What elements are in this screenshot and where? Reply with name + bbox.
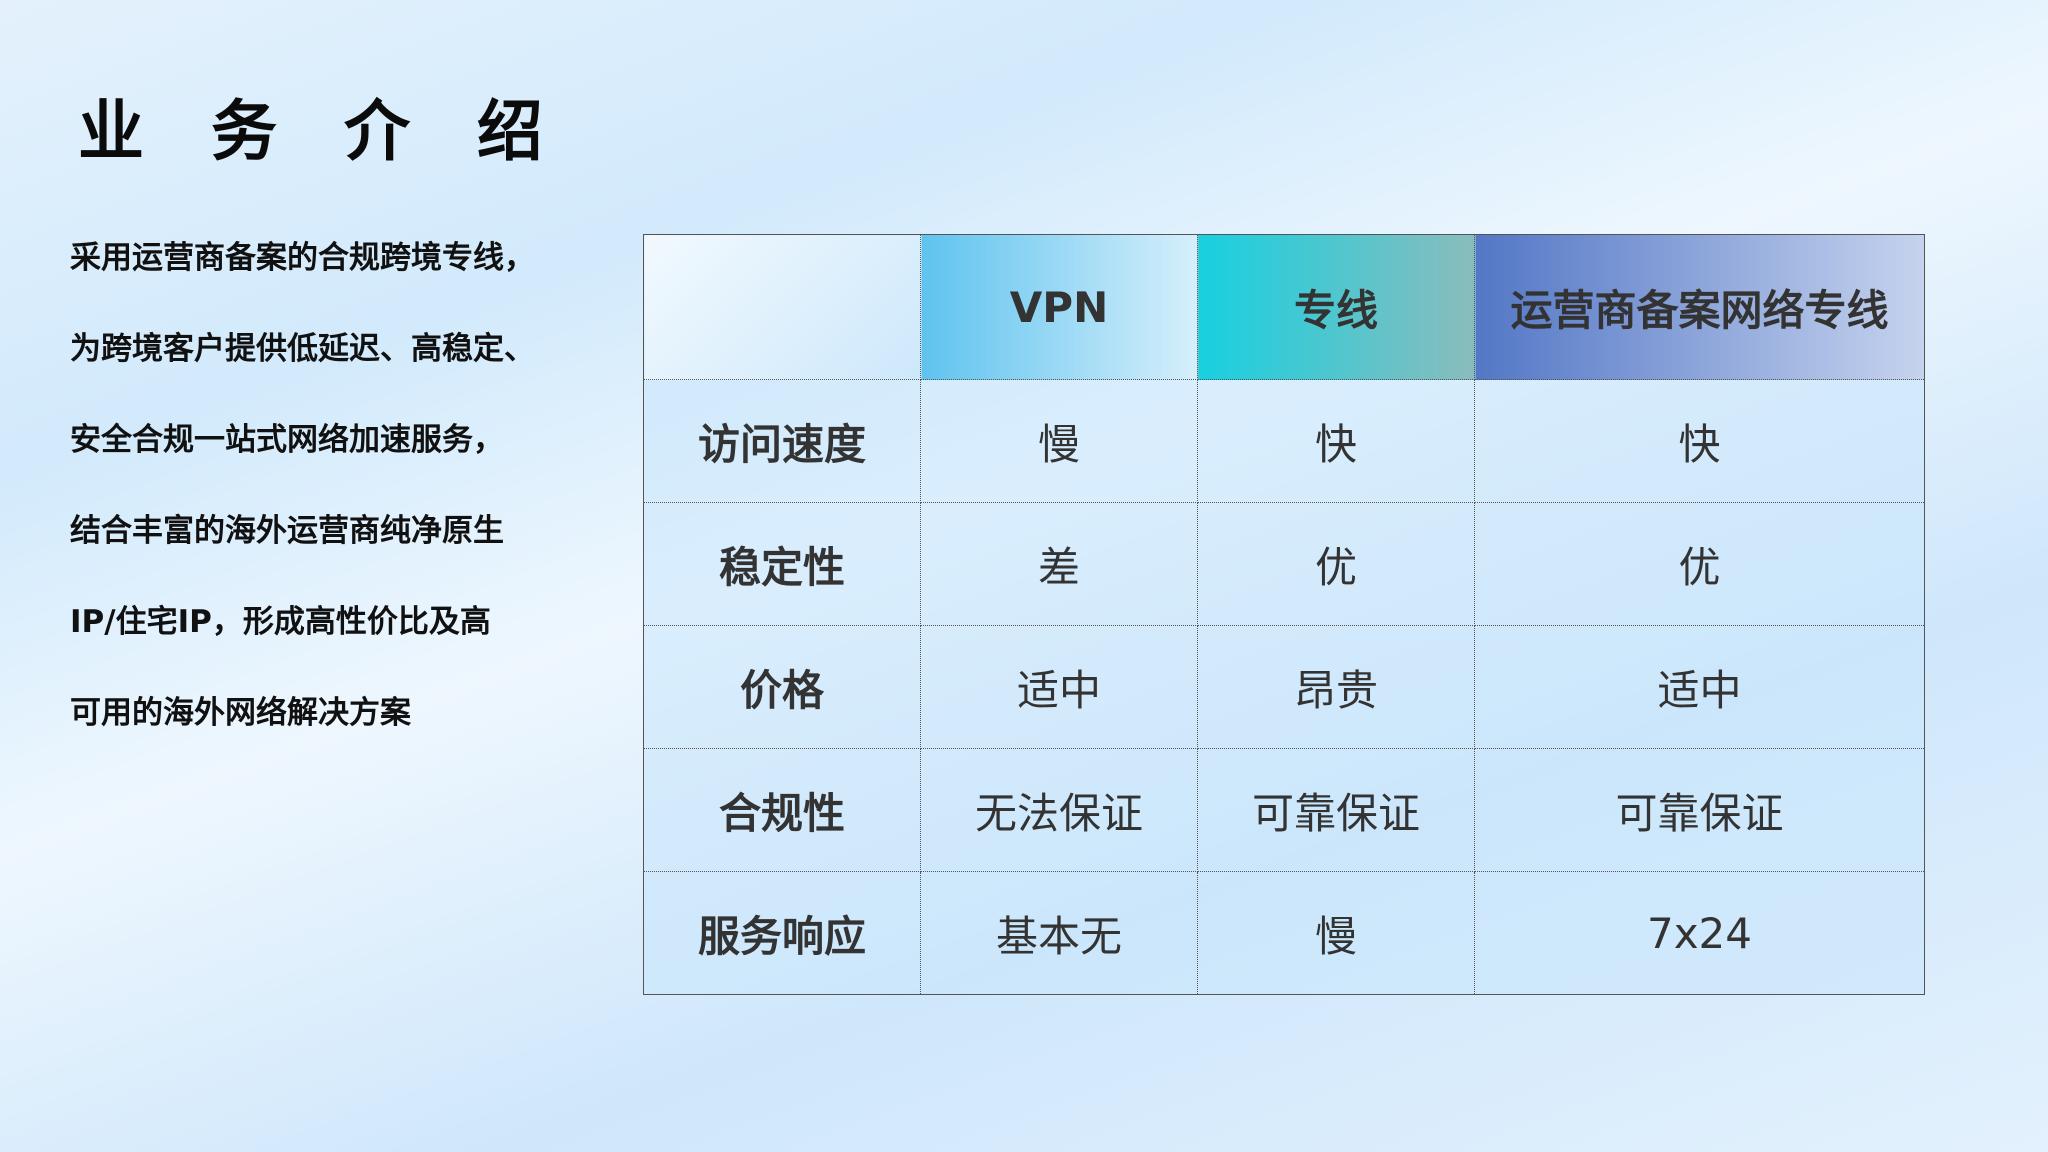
page-title: 业 务 介 绍 (78, 93, 565, 170)
row-label: 合规性 (643, 748, 921, 872)
description-line: 安全合规一站式网络加速服务， (70, 422, 504, 458)
table-cell: 适中 (1474, 625, 1925, 749)
row-label: 访问速度 (643, 379, 921, 503)
header-cell-dedicated-line: 专线 (1197, 234, 1475, 380)
table-cell: 适中 (920, 625, 1198, 749)
table-row: 稳定性差优优 (643, 502, 1925, 626)
table-cell: 快 (1474, 379, 1925, 503)
description-line: 可用的海外网络解决方案 (70, 695, 411, 731)
table-row: 服务响应 基本无慢 7x24 (643, 871, 1925, 995)
table-header-row: VPN 专线 运营商备案网络专线 (643, 234, 1925, 380)
description-line: 结合丰富的海外运营商纯净原生 (70, 513, 504, 549)
table-cell: 昂贵 (1197, 625, 1475, 749)
row-label: 服务响应 (643, 871, 921, 995)
table-cell: 无法保证 (920, 748, 1198, 872)
description: 采用运营商备案的合规跨境专线， 为跨境客户提供低延迟、高稳定、 安全合规一站式网… (70, 232, 630, 778)
table-cell: 优 (1474, 502, 1925, 626)
description-line: 采用运营商备案的合规跨境专线， (70, 240, 535, 276)
table-cell: 基本无 (920, 871, 1198, 995)
header-cell-vpn: VPN (920, 234, 1198, 380)
row-label: 稳定性 (643, 502, 921, 626)
table-cell: 可靠保证 (1197, 748, 1475, 872)
table-cell: 慢 (920, 379, 1198, 503)
table-row: 合规性 无法保证 可靠保证 可靠保证 (643, 748, 1925, 872)
table-cell: 慢 (1197, 871, 1475, 995)
comparison-table: VPN 专线 运营商备案网络专线 访问速度慢快快稳定性差优优价格 适中 昂贵 适中 合规… (643, 234, 1925, 995)
row-label: 价格 (643, 625, 921, 749)
table-row: 访问速度慢快快 (643, 379, 1925, 503)
header-cell-empty (643, 234, 921, 380)
table-cell: 优 (1197, 502, 1475, 626)
header-cell-isp-line: 运营商备案网络专线 (1474, 234, 1925, 380)
table-cell: 可靠保证 (1474, 748, 1925, 872)
table-cell: 7x24 (1474, 871, 1925, 995)
description-line: 为跨境客户提供低延迟、高稳定、 (70, 331, 535, 367)
table-cell: 快 (1197, 379, 1475, 503)
description-line: IP/住宅IP，形成高性价比及高 (70, 604, 491, 640)
table-row: 价格 适中 昂贵 适中 (643, 625, 1925, 749)
table-cell: 差 (920, 502, 1198, 626)
